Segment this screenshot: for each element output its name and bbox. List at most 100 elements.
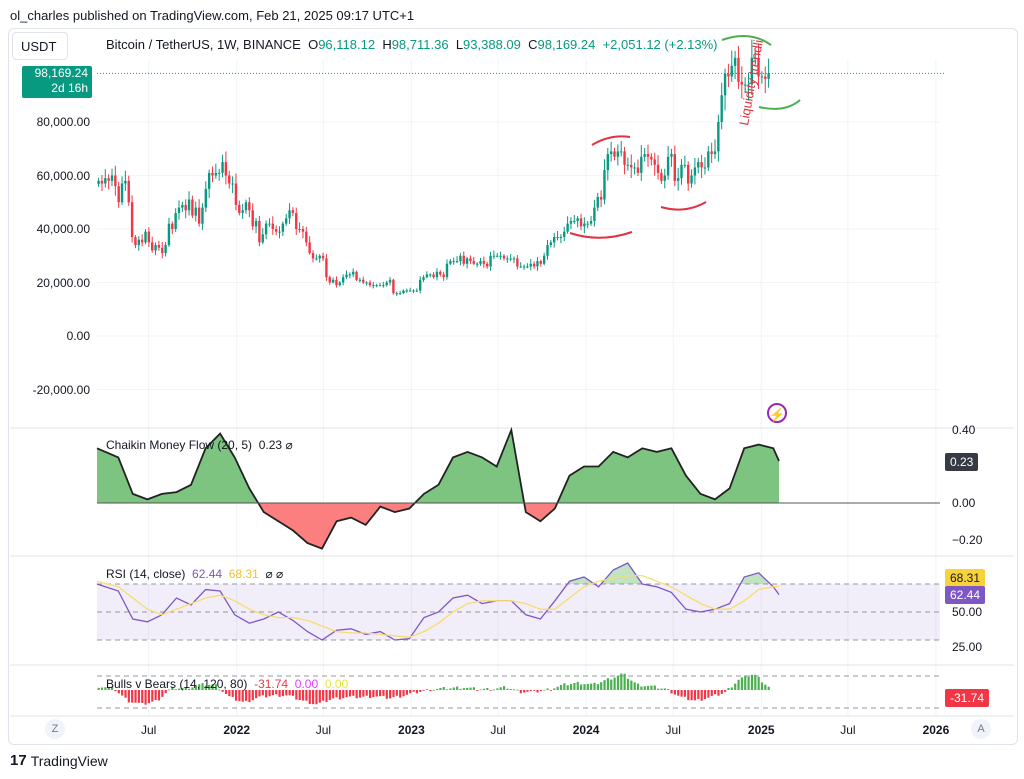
bvb-bar [181,687,184,690]
bvb-bar [325,690,328,702]
candle-body [365,282,368,284]
indicator-legend-cmf[interactable]: Chaikin Money Flow (20, 5) 0.23 ⌀ [106,438,293,452]
bvb-bar [144,690,147,705]
indicator-legend-bvb[interactable]: Bulls v Bears (14, 120, 80) -31.74 0.00 … [106,677,348,691]
candle-body [335,279,338,286]
bvb-bar [576,681,579,690]
bvb-bar [161,690,164,697]
high-value: 98,711.36 [391,37,449,52]
currency-button[interactable]: USDT [12,32,68,60]
bvb-bar [673,690,676,695]
candle-body [184,204,187,211]
candle-body [120,183,124,203]
bvb-value-tag: -31.74 [945,689,990,707]
candle-body [274,229,278,232]
bvb-bar [379,690,382,697]
open-value: 96,118.12 [318,37,376,52]
bvb-bar [683,690,687,697]
bvb-bar [171,686,174,690]
candle-body [730,65,733,77]
bvb-bar [211,684,214,690]
bvb-bar [606,678,609,690]
candle-body [757,57,760,77]
indicator-legend-rsi[interactable]: RSI (14, close) 62.44 68.31 ⌀ ⌀ [106,567,283,581]
price-axis-label: 80,000.00 [36,115,90,129]
rsi-value: 62.44 [192,567,223,581]
candle-body [248,202,251,211]
bvb-bar [121,690,124,696]
bvb-bar [412,690,415,692]
bvb-bar [419,690,422,692]
hide-values-icon[interactable]: ⌀ ⌀ [265,567,284,581]
candle-body [251,210,254,227]
candle-body [311,253,315,259]
bvb-bar [278,690,281,697]
bvb-bar [643,686,646,690]
candle-body [683,164,687,166]
candle-body [633,167,636,169]
hide-values-icon[interactable]: ⌀ [285,438,293,452]
bvb-bar [549,690,553,691]
bvb-bar [298,690,301,701]
bvb-bar [714,690,717,695]
candle-body [465,258,469,264]
bvb-bar [653,685,656,690]
bvb-bar [442,687,445,690]
bvb-bar [660,688,663,690]
time-axis-label: 2026 [922,723,950,737]
bvb-bar [620,673,623,690]
bvb-bar [469,687,472,690]
high-label: H [382,37,392,52]
bvb-bar [707,690,710,698]
candle-body [345,274,348,278]
time-axis-label: Jul [840,723,856,737]
top-arc [721,35,772,46]
rsi_ma-line [96,574,780,638]
bvb-bar [479,689,482,691]
bvb-bar [747,676,750,690]
candle-body [472,261,475,264]
zoom-reset-button[interactable]: Z [45,719,65,739]
bvb-bar [241,690,244,702]
bvb-bar [610,679,613,690]
candle-body [676,178,680,181]
bvb-bar [255,690,258,699]
bvb-bar [117,690,120,694]
candle-body [482,261,486,264]
candle-body [161,247,164,254]
bvb-bar [446,689,449,691]
candle-body [764,76,767,79]
candle-body [650,156,653,160]
bvb-bar [137,690,140,703]
candle-body [623,151,626,165]
bvb-bar [167,689,171,691]
low-label: L [455,37,464,52]
candle-body [700,162,703,168]
candle-body [425,274,429,278]
lightning-icon[interactable]: ⚡ [767,403,787,423]
symbol-name[interactable]: Bitcoin / TetherUS, 1W, BINANCE [106,37,301,52]
bvb-bar [482,688,486,690]
cmf-value-tag: 0.23 [945,453,979,471]
candle-body [519,266,522,268]
bvb-bar [523,690,526,693]
bvb-bar [569,684,573,690]
candle-body [737,57,740,82]
chart-frame [8,28,1018,745]
candle-body [743,84,747,86]
bvb-bar [697,690,700,700]
auto-scale-button[interactable]: A [971,719,991,739]
bvb-bar [271,690,274,696]
candle-body [529,263,532,267]
candle-body [630,164,633,168]
candle-body [130,202,134,238]
candle-body [285,218,288,224]
price-axis-label: -20,000.00 [32,382,90,397]
candle-body [110,175,114,181]
bvb-bar [154,690,157,701]
bvb-bar [332,690,335,699]
candle-body [506,258,509,260]
bvb-bar [157,690,161,701]
candle-body [670,154,673,157]
